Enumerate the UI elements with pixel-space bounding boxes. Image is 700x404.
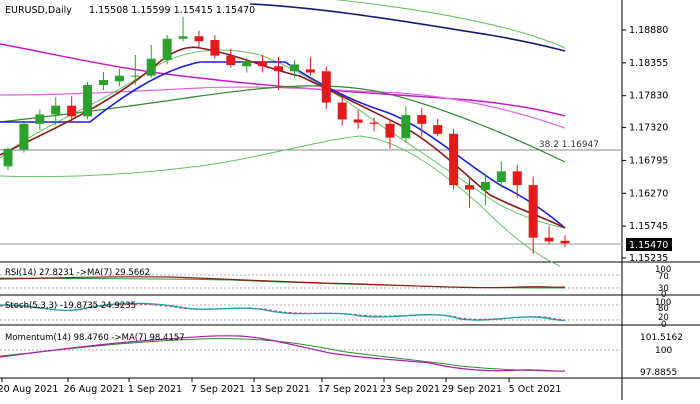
momentum-axis-bottom: 97.8855 [640,368,677,378]
candle-bearish[interactable] [449,133,459,186]
price-axis: 1.18880 1.18355 1.17830 1.17320 1.16795 1.162… [622,25,668,264]
candle-bullish[interactable] [35,114,45,124]
rsi-axis-30: 30 [658,284,669,294]
date-axis-label: 17 Sep 2021 [318,384,378,395]
price-axis-label: 1.16270 [629,188,668,199]
candle-bullish[interactable] [114,75,124,82]
ohlc-readout: 1.15508 1.15599 1.15415 1.15470 [89,5,255,16]
candle-bearish[interactable] [544,237,554,242]
candle-bearish[interactable] [417,115,427,124]
candle-bearish[interactable] [226,55,236,66]
date-axis-label: 26 Aug 2021 [64,384,125,395]
momentum-axis-100: 100 [655,346,672,356]
candle-bearish[interactable] [385,123,395,138]
bollinger-upper[interactable] [320,0,566,49]
price-axis-label: 1.15235 [629,253,668,264]
price-axis-label: 1.18355 [629,58,668,69]
rsi-ma-line [0,277,566,289]
candle-bearish[interactable] [528,185,538,238]
current-price-badge [626,238,672,251]
date-axis-label: 7 Sep 2021 [191,384,245,395]
symbol-info: EURUSD,Daily [5,5,72,16]
rsi-line [0,276,566,289]
stoch-main-line [0,302,566,322]
candle-bearish[interactable] [305,69,315,73]
rsi-axis-100: 100 [655,265,671,275]
stoch-axis-80: 80 [658,304,669,314]
date-axis-label: 1 Sep 2021 [128,384,182,395]
candle-bullish[interactable] [178,36,188,39]
price-axis-label: 1.16795 [629,155,668,166]
rsi-axis-0: 0 [661,290,666,300]
momentum-line [0,335,566,372]
candle-bearish[interactable] [194,36,204,42]
price-axis-label: 1.18880 [629,25,668,36]
date-axis-label: 13 Sep 2021 [250,384,310,395]
candle-bullish[interactable] [83,85,93,117]
candle-bearish[interactable] [67,105,77,117]
momentum-label: Momentum(14) 98.4760 ->MA(7) 98.4157 [5,333,185,343]
bollinger-lower[interactable] [0,135,561,267]
price-panel[interactable] [0,0,700,262]
momentum-axis-top: 101.5162 [640,333,683,343]
candle-bearish[interactable] [210,40,220,56]
stoch-axis-20: 20 [658,313,669,323]
sma-fast-line[interactable] [0,61,566,229]
sma-magenta-line[interactable] [0,43,566,117]
price-axis-label: 1.17830 [629,91,668,102]
candle-bullish[interactable] [480,182,490,191]
sma-navy-line[interactable] [249,3,566,52]
bollinger-middle[interactable] [0,49,566,229]
date-axis: 20 Aug 2021 26 Aug 2021 1 Sep 2021 7 Sep 20… [0,378,561,395]
ema-red-line[interactable] [0,46,566,229]
fib-label: 38.2 1.16947 [539,140,599,150]
rsi-axis-70: 70 [658,272,669,282]
candle-bullish[interactable] [162,38,172,61]
candle-bearish[interactable] [369,122,379,124]
momentum-ma-line [0,338,566,372]
candle-bearish[interactable] [337,102,347,120]
date-axis-label: 5 Oct 2021 [509,384,562,395]
candle-bearish[interactable] [465,185,475,190]
candle-bearish[interactable] [512,171,522,186]
candle-bullish[interactable] [242,61,252,67]
candle-bullish[interactable] [146,58,156,76]
candle-bearish[interactable] [433,125,443,134]
candle-bearish[interactable] [353,119,363,123]
price-axis-label: 1.17320 [629,123,668,134]
rsi-label: RSI(14) 27.8231 ->MA(7) 29.5662 [5,268,150,278]
candle-bullish[interactable] [496,171,506,182]
current-price-label: 1.15470 [629,240,668,251]
date-axis-label: 29 Sep 2021 [442,384,502,395]
stoch-axis-0: 0 [661,320,666,330]
candle-bullish[interactable] [3,148,13,167]
candle-bearish[interactable] [321,71,331,103]
candles-layer [3,16,570,254]
date-axis-label: 23 Sep 2021 [380,384,440,395]
price-axis-label: 1.15745 [629,221,668,232]
candle-bullish[interactable] [19,123,29,150]
candle-bullish[interactable] [289,64,299,72]
candle-bearish[interactable] [560,240,570,244]
candle-bearish[interactable] [274,66,284,72]
date-axis-label: 20 Aug 2021 [0,384,58,395]
candle-bearish[interactable] [258,61,268,67]
candle-bullish[interactable] [130,75,140,77]
stoch-label: Stoch(5,3,3) -19.8735 24.9235 [5,301,136,311]
candle-bullish[interactable] [401,115,411,139]
candle-bullish[interactable] [51,105,61,115]
moving-averages-layer [0,0,566,267]
stoch-axis-100: 100 [655,298,671,308]
candle-bullish[interactable] [98,80,108,86]
